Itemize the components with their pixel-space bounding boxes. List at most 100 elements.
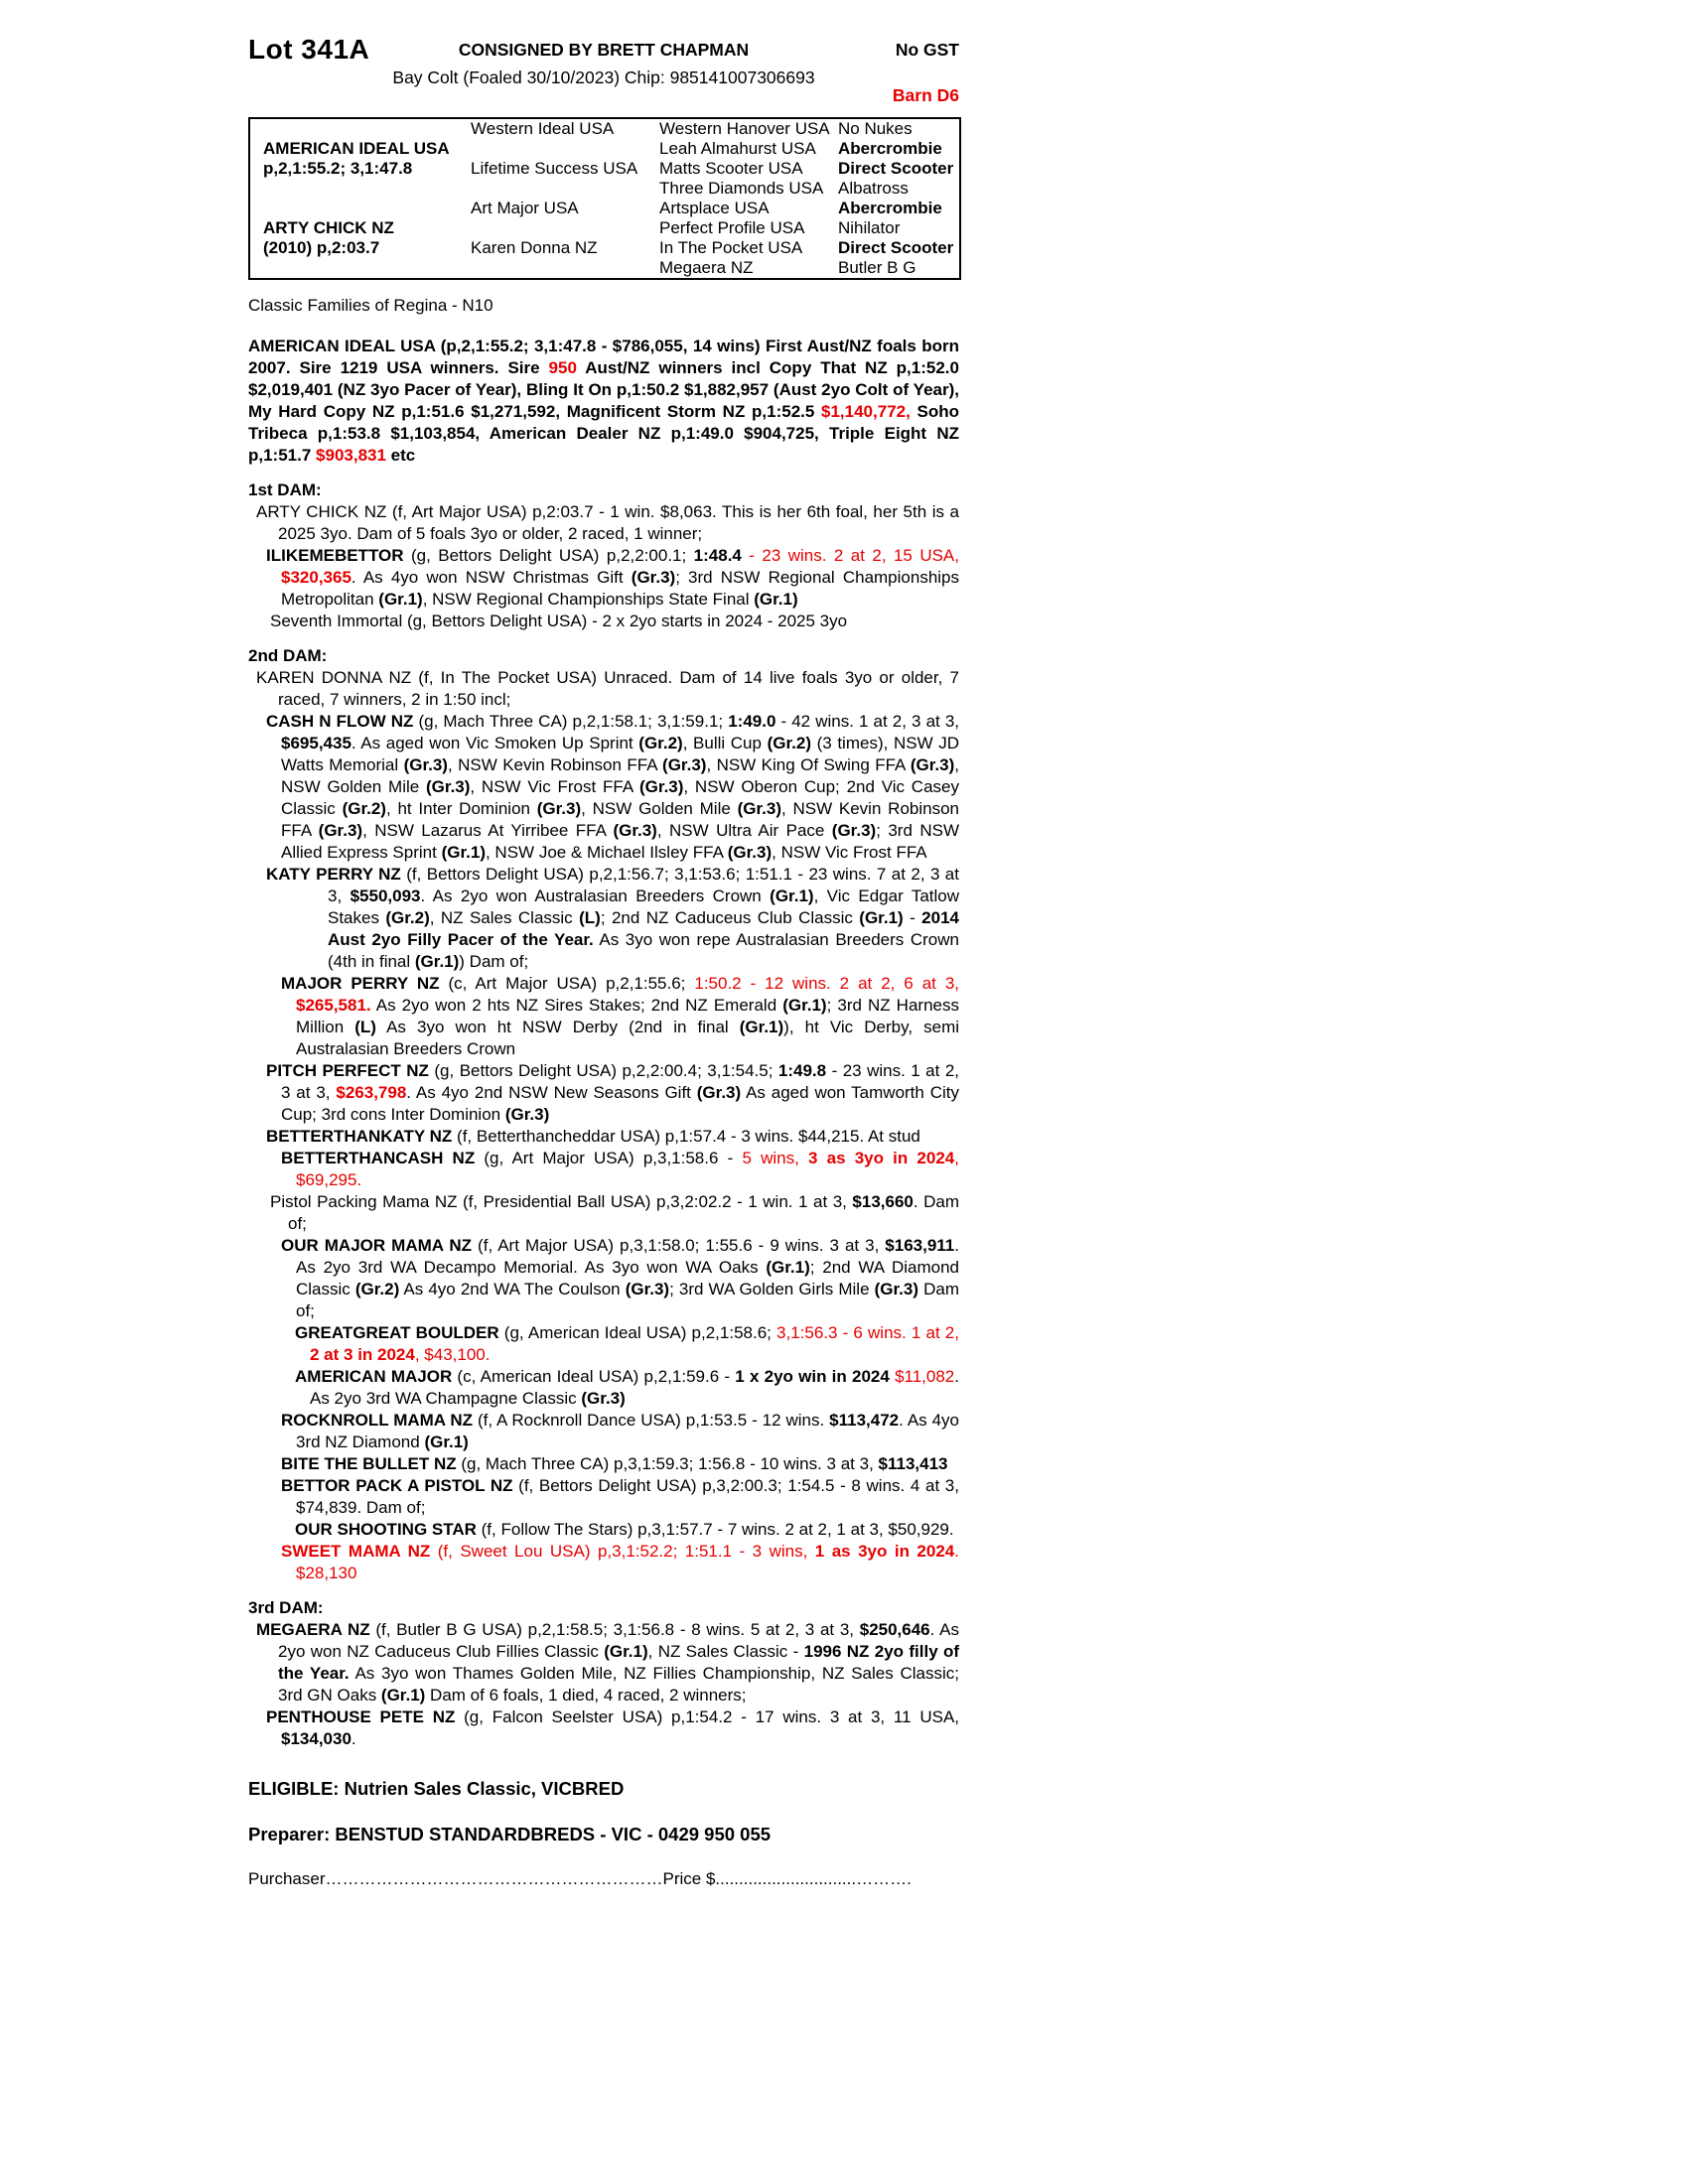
- text-run: (Gr.1): [739, 1018, 784, 1036]
- text-run: 1:50.2 - 12 wins. 2 at 2, 6 at 3,: [694, 974, 959, 993]
- eligibility-line: ELIGIBLE: Nutrien Sales Classic, VICBRED: [248, 1778, 625, 1799]
- text-run: SWEET MAMA NZ: [281, 1542, 431, 1561]
- text-run: (Gr.1): [380, 1686, 426, 1705]
- pedigree-cell: [471, 258, 659, 279]
- text-run: (f, Butler B G USA) p,2,1:58.5; 3,1:56.8…: [369, 1620, 860, 1639]
- text-run: Dam of;: [296, 1280, 959, 1320]
- pedigree-entry: ARTY CHICK NZ (f, Art Major USA) p,2:03.…: [248, 501, 959, 545]
- text-run: (g, Art Major USA) p,3,1:58.6 -: [475, 1149, 743, 1167]
- text-run: Seventh Immortal (g, Bettors Delight USA…: [270, 612, 848, 630]
- text-run: .: [351, 1729, 356, 1748]
- text-run: (f, Follow The Stars) p,3,1:57.7 - 7 win…: [476, 1520, 954, 1539]
- text-run: (Gr.3): [581, 1389, 626, 1408]
- text-run: 3,1:56.3 - 6 wins. 1 at 2,: [776, 1323, 959, 1342]
- text-run: , $43,100.: [414, 1345, 491, 1364]
- text-run: 2 at 3 in 2024: [310, 1345, 415, 1364]
- pedigree-row: Western Ideal USA Western Hanover USA No N…: [249, 118, 960, 139]
- header-center: CONSIGNED BY BRETT CHAPMAN Bay Colt (Foa…: [248, 30, 959, 88]
- text-run: (f, Sweet Lou USA) p,3,1:52.2; 1:51.1 - …: [430, 1542, 815, 1561]
- pedigree-cell: ARTY CHICK NZ: [263, 218, 394, 237]
- text-run: . As 2yo 3rd WA Decampo Memorial. As 3yo…: [296, 1236, 959, 1277]
- text-run: , NSW Ultra Air Pace: [656, 821, 832, 840]
- text-run: 2014 Aust 2yo Filly Pacer of the Year.: [328, 908, 959, 949]
- text-run: . Dam of;: [288, 1192, 959, 1233]
- pedigree-cell: [249, 118, 471, 139]
- text-run: OUR SHOOTING STAR: [295, 1520, 477, 1539]
- text-run: ; 3rd NSW Allied Express Sprint: [281, 821, 959, 862]
- text-run: , ht Inter Dominion: [385, 799, 537, 818]
- text-run: As aged won Tamworth City Cup; 3rd cons …: [281, 1083, 959, 1124]
- text-run: (Gr.1): [782, 996, 827, 1015]
- pedigree-cell: p,2,1:55.2; 3,1:47.8: [263, 159, 413, 178]
- pedigree-cell: Abercrombie: [838, 139, 942, 158]
- text-run: . $28,130: [296, 1542, 959, 1582]
- text-run: , NSW Joe & Michael Ilsley FFA: [485, 843, 728, 862]
- pedigree-row: Art Major USA Artsplace USA Abercrombie: [249, 199, 960, 218]
- pedigree-entry: PITCH PERFECT NZ (g, Bettors Delight USA…: [248, 1060, 959, 1126]
- text-run: (Gr.3): [910, 755, 955, 774]
- text-run: $263,798: [336, 1083, 407, 1102]
- pedigree-entry: OUR MAJOR MAMA NZ (f, Art Major USA) p,3…: [248, 1235, 959, 1322]
- pedigree-entry: OUR SHOOTING STAR (f, Follow The Stars) …: [248, 1519, 959, 1541]
- pedigree-entry: ROCKNROLL MAMA NZ (f, A Rocknroll Dance …: [248, 1410, 959, 1453]
- text-run: (Gr.3): [318, 821, 363, 840]
- text-run: - 23 wins. 2 at 2, 15 USA,: [741, 546, 959, 565]
- text-run: KATY PERRY NZ: [266, 865, 401, 884]
- pedigree-entry: BETTERTHANKATY NZ (f, Betterthancheddar …: [248, 1126, 959, 1148]
- text-run: . As 4yo 3rd NZ Diamond: [296, 1411, 959, 1451]
- text-run: . As 4yo won NSW Christmas Gift: [351, 568, 632, 587]
- text-run: $1,140,772,: [821, 402, 911, 421]
- text-run: $250,646: [859, 1620, 930, 1639]
- text-run: -: [903, 908, 922, 927]
- text-run: 1:49.8: [777, 1061, 827, 1080]
- text-run: $113,413: [878, 1454, 948, 1473]
- text-run: ; 2nd NZ Caduceus Club Classic: [600, 908, 860, 927]
- text-run: ROCKNROLL MAMA NZ: [281, 1411, 474, 1430]
- pedigree-body: 1st DAM: ARTY CHICK NZ (f, Art Major USA)…: [248, 479, 959, 1750]
- text-run: (Gr.1): [378, 590, 423, 609]
- text-run: , NZ Sales Classic: [429, 908, 580, 927]
- text-run: KAREN DONNA NZ (f, In The Pocket USA) Un…: [256, 668, 959, 709]
- text-run: ; 3rd WA Golden Girls Mile: [669, 1280, 875, 1298]
- text-run: (Gr.1): [770, 887, 814, 905]
- text-run: BETTERTHANCASH NZ: [281, 1149, 476, 1167]
- text-run: 5 wins,: [742, 1149, 808, 1167]
- text-run: As 3yo won repe Australasian Breeders Cr…: [328, 930, 959, 971]
- pedigree-row: p,2,1:55.2; 3,1:47.8 Lifetime Success USA…: [249, 159, 960, 179]
- text-run: PENTHOUSE PETE NZ: [266, 1707, 456, 1726]
- text-run: (Gr.3): [504, 1105, 550, 1124]
- pedigree-cell: Abercrombie: [838, 199, 942, 217]
- text-run: . As 2yo won NZ Caduceus Club Fillies Cl…: [278, 1620, 959, 1661]
- text-run: (Gr.2): [385, 908, 430, 927]
- text-run: Pistol Packing Mama NZ (f, Presidential …: [270, 1192, 853, 1211]
- text-run: (Gr.2): [767, 734, 811, 752]
- pedigree-cell: [249, 258, 471, 279]
- text-run: , Vic Edgar Tatlow Stakes: [328, 887, 960, 927]
- pedigree-row: Three Diamonds USA Albatross: [249, 179, 960, 199]
- text-run: , NSW Golden Mile: [581, 799, 738, 818]
- text-run: BETTOR PACK A PISTOL NZ: [281, 1476, 513, 1495]
- text-run: 1 as 3yo in 2024: [814, 1542, 955, 1561]
- text-run: (g, Bettors Delight USA) p,2,2:00.1;: [403, 546, 694, 565]
- text-run: Soho Tribeca p,1:53.8 $1,103,854, Americ…: [248, 402, 960, 465]
- pedigree-cell: Matts Scooter USA: [659, 159, 803, 178]
- pedigree-entry: BETTERTHANCASH NZ (g, Art Major USA) p,3…: [248, 1148, 959, 1191]
- text-run: , NSW Kevin Robinson FFA: [447, 755, 663, 774]
- text-run: (Gr.3): [874, 1280, 919, 1298]
- text-run: Dam of 6 foals, 1 died, 4 raced, 2 winne…: [425, 1686, 747, 1705]
- pedigree-cell: Western Hanover USA: [659, 119, 830, 138]
- text-run: (g, Mach Three CA) p,2,1:58.1; 3,1:59.1;: [413, 712, 729, 731]
- pedigree-cell: Art Major USA: [471, 199, 579, 217]
- text-run: , NSW Regional Championships State Final: [422, 590, 755, 609]
- text-run: , NSW Lazarus At Yirribee FFA: [362, 821, 614, 840]
- text-run: (Gr.1): [441, 843, 486, 862]
- text-run: , NZ Sales Classic -: [647, 1642, 804, 1661]
- text-run: 950: [548, 358, 577, 377]
- text-run: (Gr.3): [737, 799, 781, 818]
- foal-description: Bay Colt (Foaled 30/10/2023) Chip: 98514…: [392, 68, 815, 87]
- text-run: - 23 wins. 1 at 2, 3 at 3,: [281, 1061, 959, 1102]
- pedigree-cell: Megaera NZ: [659, 258, 754, 277]
- text-run: 3 as 3yo in 2024: [807, 1149, 955, 1167]
- text-run: ILIKEMEBETTOR: [266, 546, 404, 565]
